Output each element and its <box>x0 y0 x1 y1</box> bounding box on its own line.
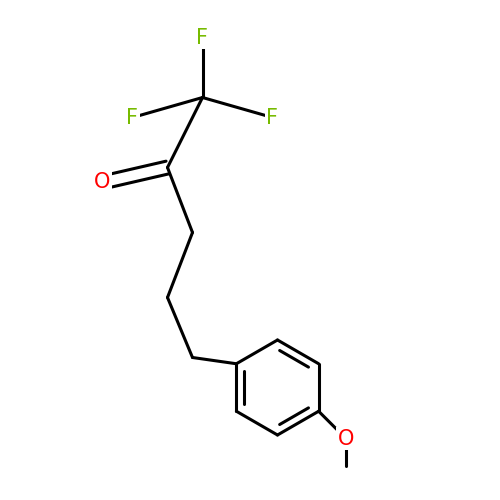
Text: O: O <box>338 428 354 449</box>
Text: F: F <box>126 108 138 128</box>
Text: F: F <box>196 28 208 48</box>
Text: F: F <box>266 108 278 128</box>
Text: O: O <box>94 172 110 193</box>
